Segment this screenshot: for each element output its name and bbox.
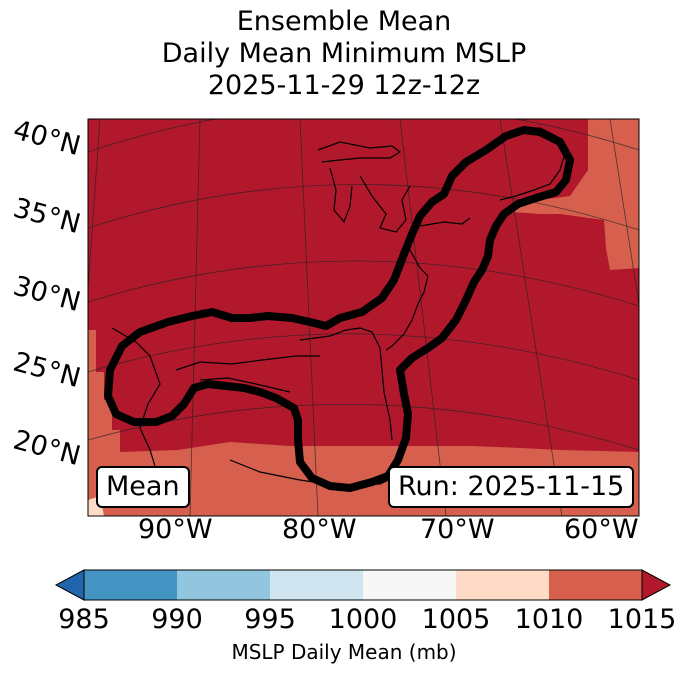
colorbar-tick-label: 1010 <box>514 604 584 635</box>
colorbar-extend-high <box>641 569 672 601</box>
colorbar-segment <box>177 570 270 600</box>
map-field-secondary-northeast <box>512 119 639 270</box>
colorbar-tick-label: 1015 <box>607 604 677 635</box>
graticule <box>88 119 639 516</box>
mean-badge: Mean <box>96 466 190 508</box>
colorbar-segment <box>456 570 549 600</box>
colorbar-outline <box>83 569 643 601</box>
colorbar-label: MSLP Daily Mean (mb) <box>231 640 457 664</box>
colorbar <box>54 569 672 601</box>
colorbar-tick-label: 1000 <box>328 604 398 635</box>
colorbar-segment <box>84 570 177 600</box>
lon-label-60w: 60°W <box>564 514 639 545</box>
colorbar-tick-label: 1005 <box>421 604 491 635</box>
ensemble-contour-inner <box>199 377 291 393</box>
colorbar-tick-label: 995 <box>244 604 296 635</box>
title-line-2: Daily Mean Minimum MSLP <box>161 38 527 69</box>
colorbar-tick-label: 990 <box>151 604 203 635</box>
title-line-3: 2025-11-29 12z-12z <box>207 70 481 101</box>
colorbar-segment <box>363 570 456 600</box>
title-line-1: Ensemble Mean <box>236 6 452 37</box>
colorbar-segment <box>549 570 642 600</box>
run-date-badge: Run: 2025-11-15 <box>388 466 635 508</box>
ensemble-contour <box>104 126 574 492</box>
colorbar-extend-low <box>54 569 85 601</box>
lon-label-90w: 90°W <box>138 514 213 545</box>
colorbar-tick-label: 985 <box>58 604 110 635</box>
coastlines <box>111 127 567 489</box>
colorbar-segment <box>270 570 363 600</box>
lon-label-80w: 80°W <box>282 514 357 545</box>
lon-label-70w: 70°W <box>420 514 495 545</box>
